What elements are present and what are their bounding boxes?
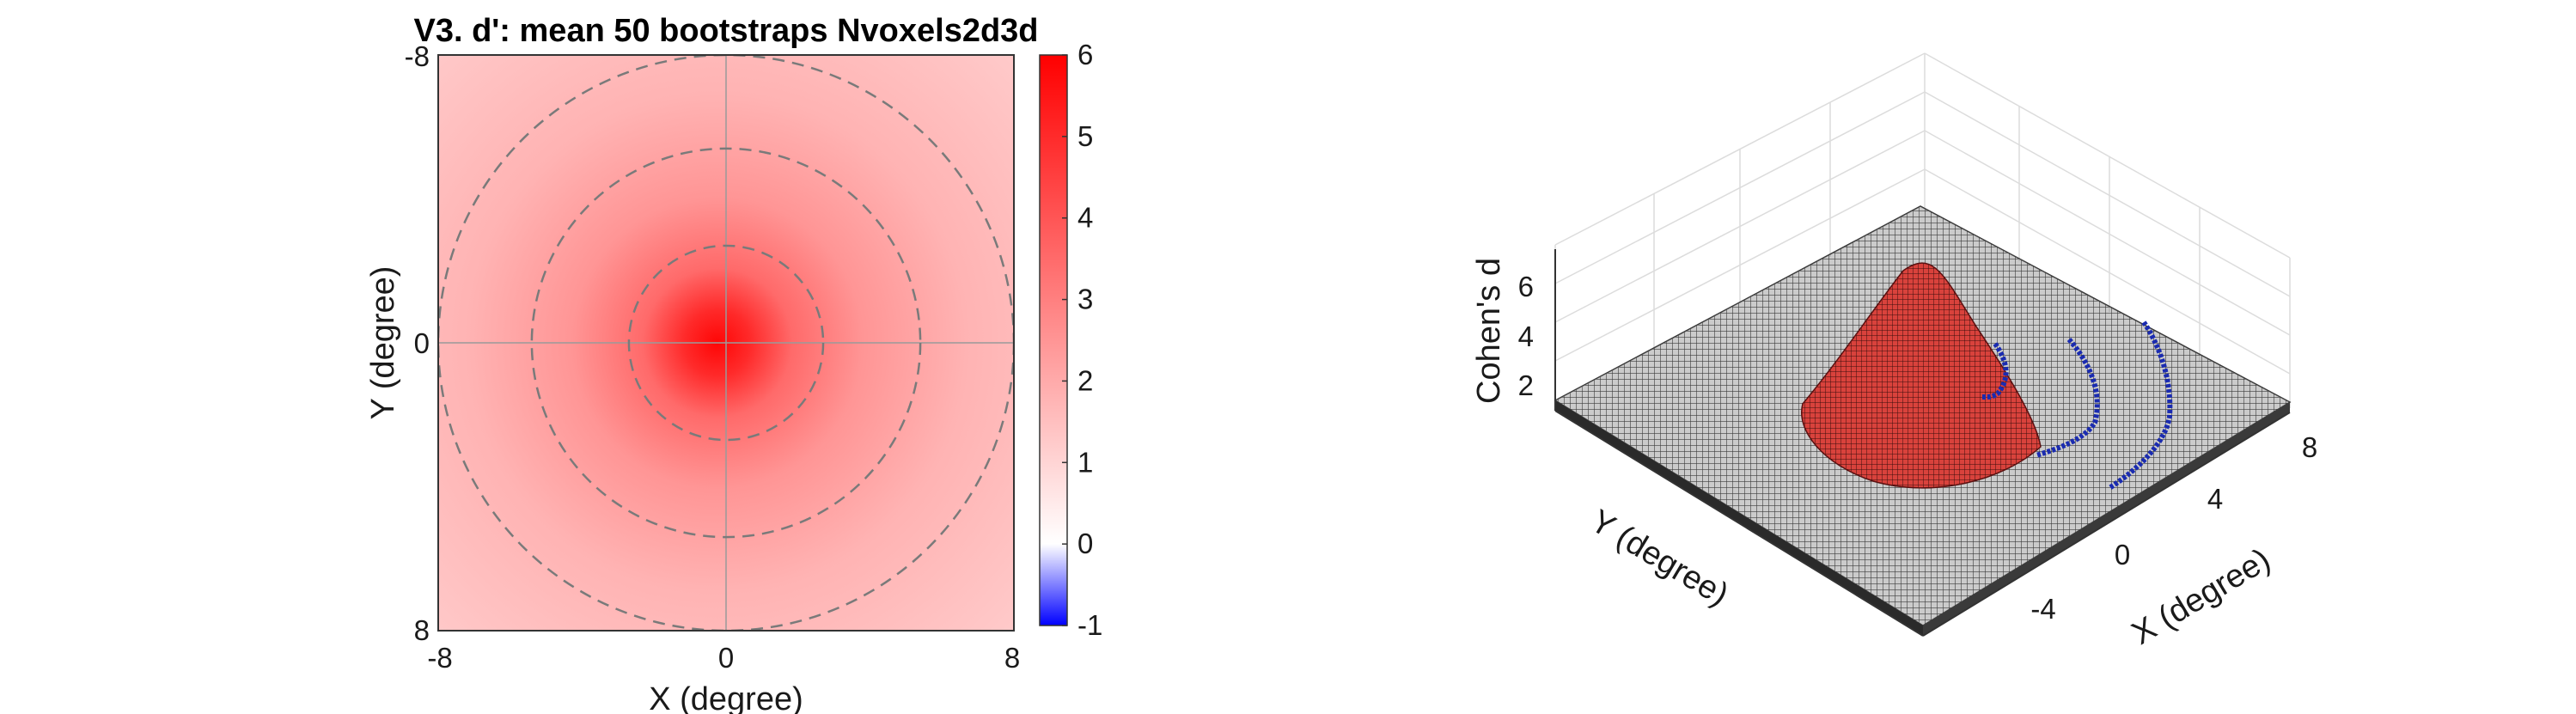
surface-x-tick-0: 0 (2115, 539, 2130, 571)
heatmap-title: V3. d': mean 50 bootstraps Nvoxels2d3d (413, 13, 1038, 49)
surface-front-edge-right (1923, 402, 2290, 636)
colorbar-tick-label: 4 (1077, 202, 1093, 234)
heatmap-overlays (438, 55, 1014, 631)
surface-x-tick-4: 4 (2207, 483, 2223, 515)
x-axis-line (1922, 412, 2291, 637)
heatmap-y-label: Y (degree) (365, 266, 401, 420)
dashed-circle-1 (627, 244, 825, 442)
colorbar-tick-label: 3 (1077, 284, 1093, 315)
z-tick-4: 4 (1518, 320, 1534, 352)
surface-grid (1554, 52, 2291, 408)
surface-y-label: Y (degree) (1584, 503, 1735, 613)
y-tick-bottom: 8 (414, 614, 430, 646)
z-tick-6: 6 (1518, 271, 1534, 302)
colorbar-tick-label: 5 (1077, 120, 1093, 152)
surface-x-label: X (degree) (2126, 541, 2277, 651)
colorbar-tick-label: 0 (1077, 528, 1093, 559)
colorbar (1039, 54, 1068, 626)
z-tick-2: 2 (1518, 369, 1534, 401)
heatmap-frame (437, 54, 1015, 632)
heatmap-panel: V3. d': mean 50 bootstraps Nvoxels2d3d -… (365, 13, 1102, 714)
contour-middle (2036, 338, 2100, 458)
x-tick-right: 8 (1004, 642, 1020, 674)
x-tick-left: -8 (427, 642, 452, 674)
y-tick-mid: 0 (414, 327, 430, 359)
colorbar-tick-label: 2 (1077, 364, 1093, 396)
y-axis-line (1554, 410, 1924, 637)
colorbar-tick-label: 6 (1077, 39, 1093, 70)
colorbar-tick-label: -1 (1077, 609, 1102, 641)
colorbar-tick-label: 1 (1077, 446, 1093, 478)
surface-front-edge-left (1555, 400, 1923, 636)
surface-peak (1801, 262, 2042, 489)
colorbar-ticks: 6 5 4 3 2 1 0 -1 (1062, 39, 1102, 641)
surface-z-label: Cohen's d (1471, 258, 1507, 404)
contour-inner (1980, 342, 2009, 400)
heatmap-x-label: X (degree) (649, 681, 803, 714)
y-tick-top: -8 (405, 40, 430, 72)
surface-x-tick-8: 8 (2302, 431, 2317, 463)
contour-outer (2108, 320, 2173, 491)
dashed-circle-2 (530, 147, 922, 539)
x-tick-mid: 0 (718, 642, 734, 674)
surface-panel: 6 4 2 Cohen's d -4 0 4 8 Y (degree) X (d… (1471, 52, 2317, 652)
surface-x-tick-neg4: -4 (2030, 593, 2055, 625)
